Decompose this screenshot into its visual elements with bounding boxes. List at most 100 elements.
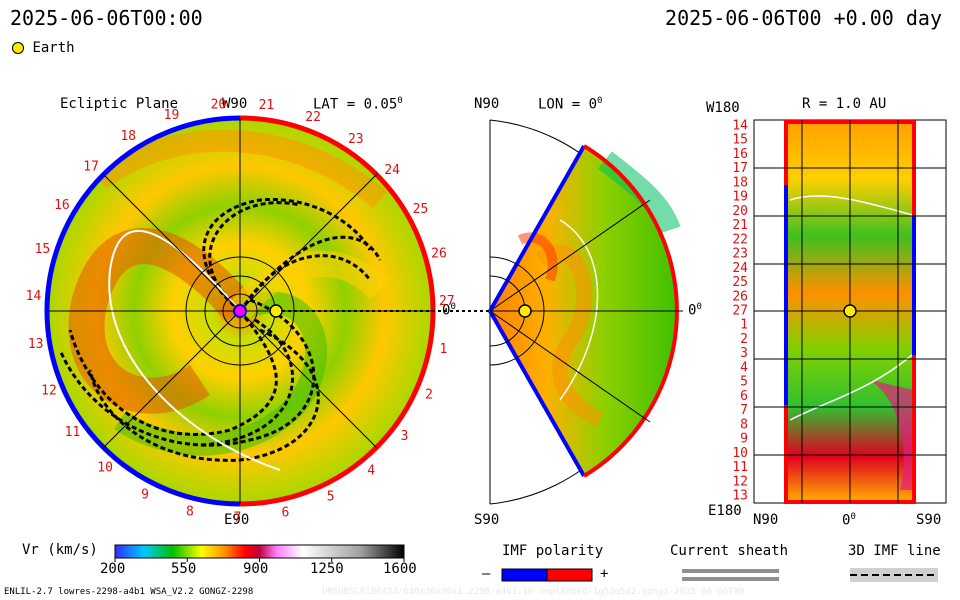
meridional-top-label: N90	[474, 96, 500, 112]
radial-plot: 1415161718192021222324252627123456789101…	[732, 119, 947, 504]
colorbar-tick-900: 900	[243, 561, 269, 577]
meridional-edge-north	[488, 145, 586, 312]
ecliptic-sector-label: 22	[305, 110, 321, 125]
radial-y-tick-label: 22	[732, 232, 748, 247]
ecliptic-sector-label: 3	[401, 429, 409, 444]
imf-line-title: 3D IMF line	[848, 543, 941, 559]
radial-y-tick-label: 11	[732, 460, 748, 475]
imf-polarity-legend	[501, 568, 593, 582]
meridional-current-sheath	[559, 219, 599, 401]
ecliptic-sector-label: 13	[28, 337, 44, 352]
earth-marker-icon	[12, 42, 24, 54]
colorbar	[114, 544, 405, 562]
ecliptic-spiral-features	[58, 129, 390, 471]
imf-minus-label: –	[482, 566, 491, 582]
meridional-plot	[488, 119, 683, 505]
ecliptic-sector-label: 1	[439, 342, 447, 357]
current-sheath-title: Current sheath	[670, 543, 789, 559]
ecliptic-earth-marker-icon	[269, 304, 283, 318]
radial-y-tick-label: 13	[732, 489, 748, 504]
radial-top-left-label: W180	[706, 100, 740, 116]
radial-y-tick-label: 6	[740, 389, 748, 404]
radial-y-tick-label: 16	[732, 147, 748, 162]
radial-x-tick-n90: N90	[753, 512, 779, 528]
earth-legend-label: Earth	[32, 40, 75, 56]
ecliptic-sector-label: 25	[413, 202, 429, 217]
colorbar-gradient	[114, 544, 405, 559]
radial-y-tick-label: 1	[740, 318, 748, 333]
radial-y-tick-label: 26	[732, 289, 748, 304]
radial-y-tick-label: 27	[732, 304, 748, 319]
footer-run-info: UNSUBSCRIBE424/640x30x90x1.2298-a4b1.16-…	[322, 587, 745, 597]
meridional-lon-label: LON = 00	[538, 96, 603, 113]
radial-y-tick-label: 8	[740, 417, 748, 432]
radial-bottom-left-label: E180	[708, 503, 742, 519]
ecliptic-sector-label: 26	[431, 246, 447, 261]
ecliptic-sector-label: 4	[367, 464, 375, 479]
footer-model-info: ENLIL-2.7 lowres-2298-a4b1 WSA_V2.2 GONG…	[4, 587, 254, 597]
colorbar-label: Vr (km/s)	[22, 542, 98, 558]
ecliptic-sector-label: 19	[164, 108, 180, 123]
ecliptic-sector-label: 6	[281, 506, 289, 521]
radial-y-tick-label: 10	[732, 446, 748, 461]
radial-y-tick-label: 21	[732, 218, 748, 233]
ecliptic-sector-label: 17	[83, 160, 99, 175]
radial-y-tick-label: 5	[740, 375, 748, 390]
radial-y-tick-label: 7	[740, 403, 748, 418]
ecliptic-sector-label: 15	[35, 242, 51, 257]
radial-earth-marker-icon	[843, 304, 857, 318]
radial-y-tick-label: 25	[732, 275, 748, 290]
ecliptic-plot: 20 21222324252627123456789101112131415161…	[26, 98, 490, 526]
ecliptic-sector-label: 16	[54, 198, 70, 213]
ecliptic-top-label: W90	[222, 96, 248, 112]
radial-current-sheath-upper	[789, 195, 913, 216]
colorbar-ticks	[114, 558, 405, 562]
radial-y-tick-label: 20	[732, 204, 748, 219]
radial-y-tick-label: 9	[740, 432, 748, 447]
imf-line-legend	[850, 568, 938, 582]
ecliptic-sector-label: 21	[259, 98, 275, 113]
radial-y-tick-label: 12	[732, 474, 748, 489]
radial-title: R = 1.0 AU	[802, 96, 887, 112]
radial-y-tick-labels: 1415161718192021222324252627123456789101…	[732, 119, 748, 504]
imf-negative-swatch	[501, 568, 548, 582]
ecliptic-sector-label: 24	[384, 163, 400, 178]
ecliptic-title: Ecliptic Plane	[60, 96, 179, 112]
ecliptic-sector-label: 8	[186, 504, 194, 519]
ecliptic-sector-labels: 20 21222324252627123456789101112131415161…	[26, 98, 455, 526]
ecliptic-sector-label: 9	[141, 487, 149, 502]
radial-y-tick-label: 15	[732, 133, 748, 148]
imf-polarity-title: IMF polarity	[502, 543, 604, 559]
meridional-earth-marker-icon	[518, 304, 532, 318]
meridional-bottom-label: S90	[474, 512, 500, 528]
radial-y-tick-label: 3	[740, 346, 748, 361]
radial-y-tick-label: 2	[740, 332, 748, 347]
ecliptic-sector-label: 20	[211, 98, 227, 113]
timestamp-left: 2025-06-06T00:00	[10, 6, 203, 30]
sun-marker-icon	[233, 304, 247, 318]
ecliptic-sector-label: 5	[327, 490, 335, 505]
current-sheath-legend	[682, 568, 779, 582]
radial-y-tick-label: 17	[732, 161, 748, 176]
radial-y-tick-label: 23	[732, 247, 748, 262]
earth-legend: Earth	[12, 40, 75, 56]
timestamp-right: 2025-06-06T00 +0.00 day	[665, 6, 942, 30]
colorbar-tick-550: 550	[171, 561, 197, 577]
ecliptic-sector-label: 11	[65, 425, 81, 440]
radial-y-tick-label: 18	[732, 175, 748, 190]
meridional-edge-south	[488, 310, 586, 477]
ecliptic-sector-label: 14	[26, 289, 42, 304]
radial-x-tick-zero: 00	[842, 512, 856, 529]
ecliptic-sector-label: 2	[425, 388, 433, 403]
imf-plus-label: +	[600, 566, 609, 582]
ecliptic-sector-label: 18	[120, 129, 136, 144]
ecliptic-sector-label: 7	[234, 511, 242, 526]
ecliptic-sector-label: 27	[439, 294, 455, 309]
ecliptic-bottom-label: E90	[224, 512, 250, 528]
ecliptic-sector-label: 23	[348, 132, 364, 147]
meridional-right-label: 00	[688, 302, 702, 319]
radial-y-tick-label: 24	[732, 261, 748, 276]
colorbar-tick-1600: 1600	[383, 561, 417, 577]
colorbar-tick-200: 200	[100, 561, 126, 577]
